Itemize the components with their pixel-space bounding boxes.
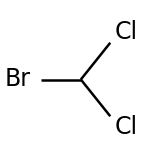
Text: Cl: Cl: [115, 21, 138, 45]
Text: Br: Br: [5, 68, 31, 91]
Text: Cl: Cl: [115, 114, 138, 138]
